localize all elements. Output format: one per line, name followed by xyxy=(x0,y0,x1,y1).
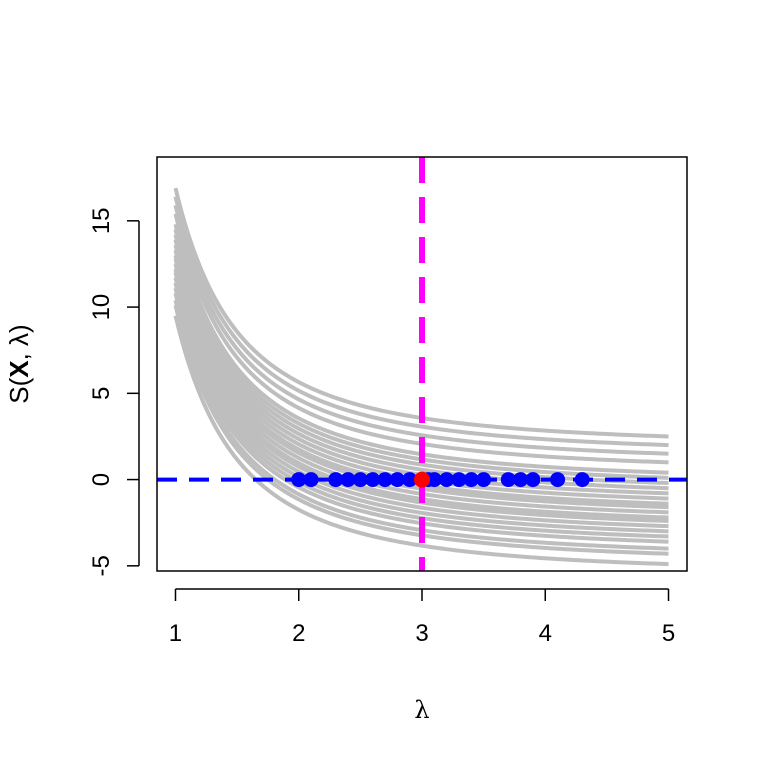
x-tick-label: 2 xyxy=(292,620,305,647)
y-axis: -5 0 5 10 15 xyxy=(88,207,140,576)
root-point-8 xyxy=(389,472,405,488)
root-point-21 xyxy=(574,472,590,488)
root-points-group xyxy=(291,471,590,488)
x-tick-label: 3 xyxy=(415,620,428,647)
root-point-2 xyxy=(303,472,319,488)
root-point-1 xyxy=(291,472,307,488)
y-tick-label: 10 xyxy=(88,294,115,321)
root-point-16 xyxy=(476,472,492,488)
root-point-14 xyxy=(451,472,467,488)
root-point-18 xyxy=(513,472,529,488)
root-point-19 xyxy=(525,472,541,488)
root-point-15 xyxy=(463,472,479,488)
x-tick-label: 1 xyxy=(169,620,182,647)
root-point-5 xyxy=(352,472,368,488)
x-tick-label: 5 xyxy=(662,620,675,647)
score-curve-6 xyxy=(173,282,669,534)
x-axis-title: λ xyxy=(414,696,429,724)
y-tick-label: 0 xyxy=(88,473,115,486)
root-point-13 xyxy=(439,472,455,488)
score-curve-7 xyxy=(173,277,669,529)
root-point-7 xyxy=(377,472,393,488)
true-value-point xyxy=(414,471,430,488)
root-point-17 xyxy=(500,472,516,488)
plot-frame xyxy=(156,156,688,572)
score-curve-20 xyxy=(173,204,669,456)
y-tick-label: 5 xyxy=(88,387,115,400)
root-point-20 xyxy=(550,472,566,488)
root-point-12 xyxy=(426,472,442,488)
y-axis-title: S(X, λ) xyxy=(4,324,34,403)
x-axis: 1 2 3 4 5 xyxy=(169,588,675,647)
root-point-9 xyxy=(402,472,418,488)
y-tick-label: -5 xyxy=(88,555,115,576)
root-point-6 xyxy=(365,472,381,488)
score-curve-21 xyxy=(173,196,669,448)
root-point-3 xyxy=(328,472,344,488)
y-tick-label: 15 xyxy=(88,207,115,234)
x-tick-label: 4 xyxy=(539,620,552,647)
root-point-4 xyxy=(340,472,356,488)
